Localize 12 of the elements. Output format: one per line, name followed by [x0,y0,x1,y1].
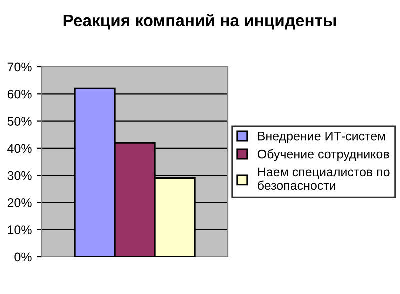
legend-label: Наем специалистов по безопасности [258,168,390,190]
y-tick-label: 10% [8,226,32,235]
legend-label: Внедрение ИТ-систем [258,132,386,144]
y-tick-label: 70% [8,62,32,72]
y-tick-label: 50% [8,117,32,126]
y-tick-label: 30% [8,171,32,180]
y-tick-label: 60% [8,90,32,99]
y-tick-label: 0% [14,252,32,262]
chart-title: Реакция компаний на инциденты [64,14,336,30]
y-tick-label: 40% [8,144,32,154]
y-tick-label: 20% [8,198,32,208]
legend-label: Обучение сотрудников [258,149,390,162]
